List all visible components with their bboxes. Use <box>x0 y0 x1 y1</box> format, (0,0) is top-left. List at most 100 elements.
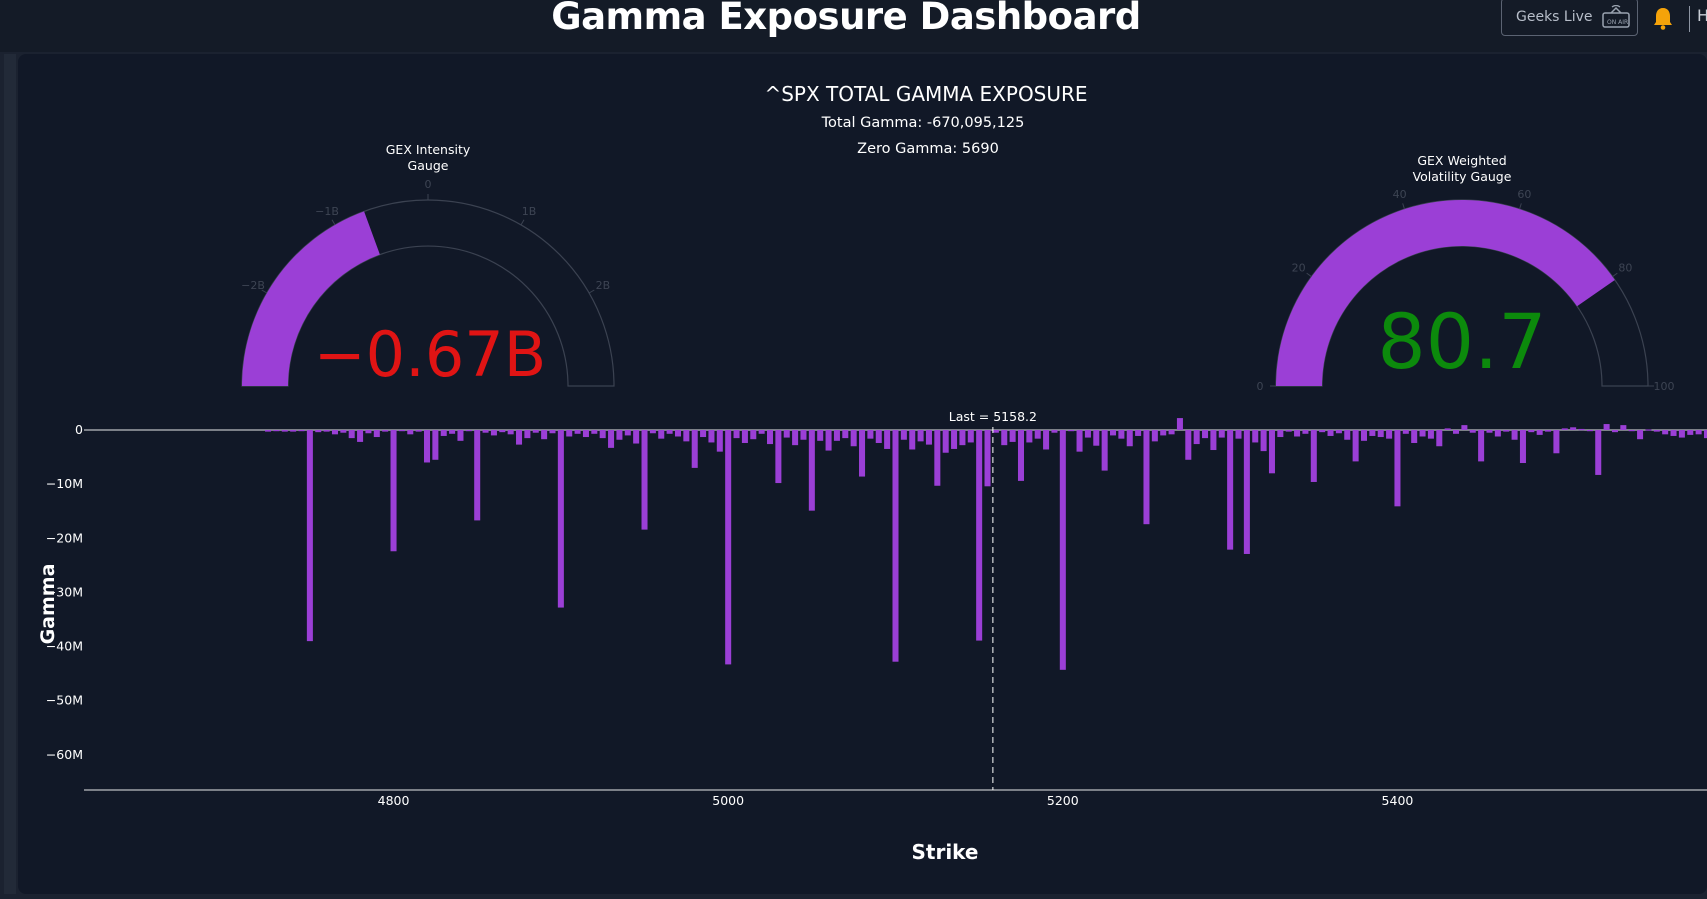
gamma-bar[interactable] <box>766 430 774 445</box>
gamma-bar[interactable] <box>1319 430 1326 433</box>
gamma-bar[interactable] <box>942 430 949 453</box>
gamma-bar[interactable] <box>499 430 506 433</box>
gamma-bar[interactable] <box>1611 430 1618 433</box>
gamma-bar[interactable] <box>674 430 681 437</box>
gamma-bar[interactable] <box>532 430 539 433</box>
gamma-bar[interactable] <box>1427 430 1434 439</box>
gamma-bar[interactable] <box>1419 430 1426 437</box>
gamma-bar[interactable] <box>1536 430 1543 435</box>
gamma-bar[interactable] <box>1185 430 1192 460</box>
gamma-bar[interactable] <box>516 430 523 445</box>
gamma-bar[interactable] <box>1411 430 1418 443</box>
gamma-bar[interactable] <box>315 430 322 433</box>
gamma-bar[interactable] <box>490 430 497 436</box>
gamma-bar[interactable] <box>390 430 397 552</box>
gamma-bar[interactable] <box>1001 430 1008 446</box>
gamma-bar[interactable] <box>1126 430 1133 447</box>
gamma-bar[interactable] <box>423 430 431 463</box>
gamma-bar[interactable] <box>1277 430 1284 438</box>
gamma-bar[interactable] <box>1034 430 1041 439</box>
gamma-bar[interactable] <box>917 430 924 442</box>
gamma-bar[interactable] <box>1662 430 1669 435</box>
gamma-bar[interactable] <box>1093 430 1100 446</box>
gamma-bar[interactable] <box>1235 430 1242 439</box>
gamma-bar[interactable] <box>984 430 991 487</box>
gamma-bar[interactable] <box>1017 430 1025 481</box>
gamma-bar[interactable] <box>1402 430 1409 434</box>
gamma-bar[interactable] <box>1302 430 1309 434</box>
gamma-bar[interactable] <box>624 430 631 436</box>
gamma-bar[interactable] <box>1586 430 1593 432</box>
gamma-bar[interactable] <box>1653 430 1660 432</box>
gamma-bar[interactable] <box>1695 430 1702 435</box>
gamma-bar[interactable] <box>1369 430 1376 436</box>
gamma-bar[interactable] <box>1528 430 1535 433</box>
gamma-bar[interactable] <box>934 430 941 486</box>
gamma-bar[interactable] <box>925 430 932 445</box>
gamma-bar[interactable] <box>298 430 305 432</box>
gamma-bar[interactable] <box>1218 430 1225 438</box>
gamma-bar[interactable] <box>842 430 849 439</box>
gamma-bar[interactable] <box>1360 430 1368 441</box>
gamma-bar[interactable] <box>449 430 456 434</box>
gamma-bar[interactable] <box>407 430 414 435</box>
gamma-bar[interactable] <box>758 430 765 434</box>
gamma-bar[interactable] <box>683 430 690 442</box>
gamma-bar[interactable] <box>507 430 514 435</box>
gamma-bar[interactable] <box>290 430 297 432</box>
gamma-bar[interactable] <box>875 430 882 443</box>
gamma-bar[interactable] <box>365 430 372 434</box>
gamma-bar[interactable] <box>524 430 531 439</box>
gamma-bar[interactable] <box>976 430 983 641</box>
gamma-bar[interactable] <box>867 430 874 439</box>
gamma-bar[interactable] <box>1436 430 1443 447</box>
gamma-bar[interactable] <box>1135 430 1142 436</box>
gamma-bar[interactable] <box>850 430 857 447</box>
gamma-bar[interactable] <box>1101 430 1108 471</box>
gamma-bar[interactable] <box>1486 430 1493 433</box>
gamma-bar[interactable] <box>1151 430 1158 442</box>
gamma-bar[interactable] <box>331 430 338 435</box>
gamma-bar[interactable] <box>1110 430 1117 436</box>
gamma-bar[interactable] <box>1553 430 1560 454</box>
gamma-bar[interactable] <box>1444 428 1451 430</box>
gamma-bar[interactable] <box>1511 430 1518 440</box>
gamma-bar[interactable] <box>1670 430 1677 436</box>
gamma-bar[interactable] <box>591 430 598 434</box>
gamma-bar[interactable] <box>1453 430 1460 434</box>
gamma-bar[interactable] <box>541 430 548 440</box>
gamma-bar[interactable] <box>1009 430 1016 442</box>
gamma-bar[interactable] <box>1469 430 1476 433</box>
gamma-bar[interactable] <box>273 430 280 432</box>
gamma-bar[interactable] <box>1344 430 1351 440</box>
gamma-bar[interactable] <box>825 430 832 451</box>
gamma-bar[interactable] <box>733 430 740 439</box>
gamma-bar[interactable] <box>1637 430 1644 440</box>
gamma-bar[interactable] <box>1519 430 1526 464</box>
gamma-bar[interactable] <box>566 430 573 437</box>
gamma-bar[interactable] <box>951 430 958 449</box>
gamma-bar[interactable] <box>281 430 288 432</box>
gamma-bar[interactable] <box>750 430 757 440</box>
gamma-bar[interactable] <box>1578 428 1585 431</box>
gamma-bar[interactable] <box>1118 430 1125 439</box>
gamma-bar[interactable] <box>900 430 907 440</box>
gamma-bar[interactable] <box>741 430 748 443</box>
gamma-bar[interactable] <box>633 430 640 444</box>
gamma-bar[interactable] <box>666 430 673 434</box>
gamma-bar[interactable] <box>1176 418 1183 430</box>
gamma-bar[interactable] <box>691 430 698 468</box>
gamma-bar[interactable] <box>833 430 840 441</box>
gamma-bar[interactable] <box>348 430 355 439</box>
gamma-bar[interactable] <box>373 430 380 438</box>
gamma-bar[interactable] <box>1461 425 1468 430</box>
geeks-live-button[interactable]: Geeks Live ON AIR <box>1501 0 1638 36</box>
gamma-bar[interactable] <box>1561 428 1568 430</box>
gamma-bar[interactable] <box>1595 430 1602 475</box>
gamma-bar[interactable] <box>775 430 782 484</box>
gamma-bar[interactable] <box>1310 430 1317 482</box>
gamma-bar[interactable] <box>357 430 364 442</box>
gamma-bar[interactable] <box>465 430 472 432</box>
gamma-bar[interactable] <box>482 430 489 433</box>
gamma-bar[interactable] <box>859 430 866 477</box>
